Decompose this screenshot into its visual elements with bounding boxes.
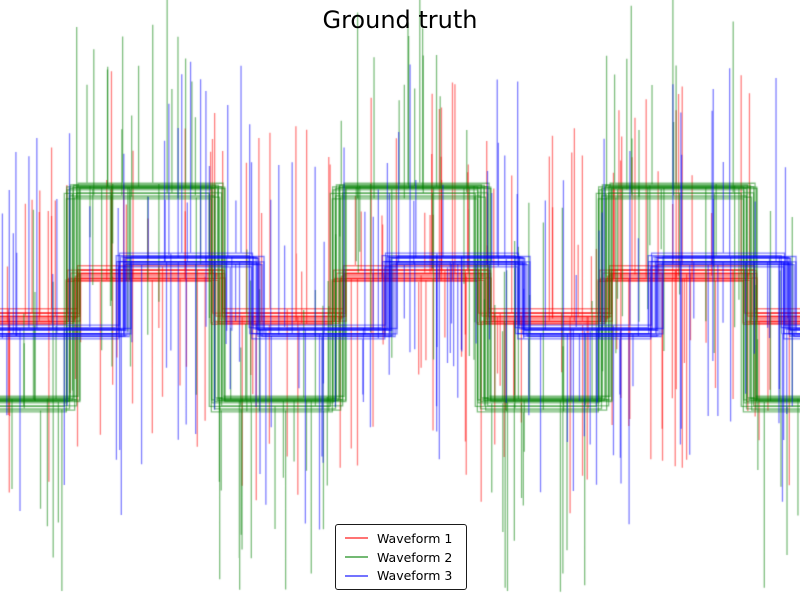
legend-entry: Waveform 3 (345, 566, 460, 585)
legend-label-waveform-2: Waveform 2 (377, 549, 453, 565)
legend-line-sample-waveform-1 (345, 537, 368, 540)
legend-entry: Waveform 2 (345, 548, 460, 567)
legend-label-waveform-1: Waveform 1 (377, 530, 453, 546)
legend: Waveform 1 Waveform 2 Waveform 3 (335, 524, 467, 590)
legend-label-waveform-3: Waveform 3 (377, 568, 453, 584)
legend-line-sample-waveform-3 (345, 574, 368, 577)
legend-line-sample-waveform-2 (345, 556, 368, 558)
legend-entry: Waveform 1 (345, 529, 460, 548)
